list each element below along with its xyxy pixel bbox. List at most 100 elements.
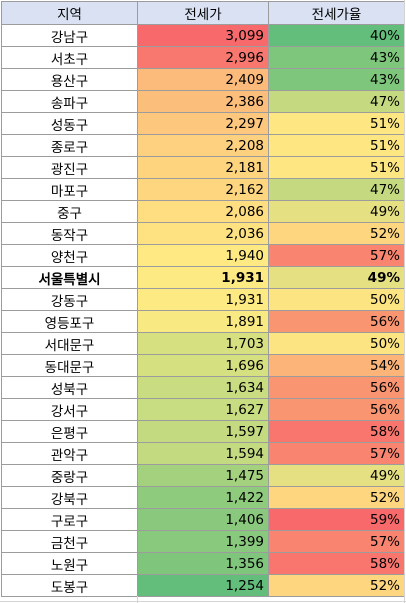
table-row: 마포구 2,162 47% (1, 178, 405, 201)
ratio-cell[interactable]: 40% (268, 24, 405, 47)
table-row: 종로구 2,208 51% (1, 134, 405, 157)
table-row: 서울특별시 1,931 49% (1, 266, 405, 289)
ratio-cell[interactable]: 58% (268, 552, 405, 575)
region-cell[interactable]: 성동구 (1, 112, 138, 135)
price-cell[interactable]: 2,297 (137, 112, 269, 135)
region-cell[interactable]: 동작구 (1, 222, 138, 245)
table-row: 강북구 1,422 52% (1, 486, 405, 509)
price-cell[interactable]: 1,931 (137, 266, 269, 289)
price-cell[interactable]: 1,891 (137, 310, 269, 333)
price-cell[interactable]: 2,181 (137, 156, 269, 179)
table-row: 구로구 1,406 59% (1, 508, 405, 531)
region-cell[interactable]: 서울특별시 (1, 266, 138, 289)
ratio-cell[interactable]: 50% (268, 288, 405, 311)
price-cell[interactable]: 1,627 (137, 398, 269, 421)
region-cell[interactable]: 강서구 (1, 398, 138, 421)
ratio-cell[interactable]: 56% (268, 398, 405, 421)
region-cell[interactable]: 서초구 (1, 46, 138, 69)
price-cell[interactable]: 2,409 (137, 68, 269, 91)
ratio-cell[interactable]: 57% (268, 244, 405, 267)
header-row: 지역 전세가 전세가율 (1, 1, 405, 25)
table-row: 서초구 2,996 43% (1, 46, 405, 69)
header-cell-region[interactable]: 지역 (1, 1, 138, 25)
price-cell[interactable]: 3,099 (137, 24, 269, 47)
table-row: 송파구 2,386 47% (1, 90, 405, 113)
price-cell[interactable]: 2,162 (137, 178, 269, 201)
region-cell[interactable]: 양천구 (1, 244, 138, 267)
region-cell[interactable]: 종로구 (1, 134, 138, 157)
ratio-cell[interactable]: 49% (268, 266, 405, 289)
region-cell[interactable]: 강북구 (1, 486, 138, 509)
table-row: 용산구 2,409 43% (1, 68, 405, 91)
ratio-cell[interactable]: 51% (268, 134, 405, 157)
table-row: 영등포구 1,891 56% (1, 310, 405, 333)
ratio-cell[interactable]: 47% (268, 90, 405, 113)
region-cell[interactable]: 노원구 (1, 552, 138, 575)
region-cell[interactable]: 강남구 (1, 24, 138, 47)
table-row: 광진구 2,181 51% (1, 156, 405, 179)
ratio-cell[interactable]: 52% (268, 574, 405, 597)
ratio-cell[interactable]: 47% (268, 178, 405, 201)
price-cell[interactable]: 1,254 (137, 574, 269, 597)
region-cell[interactable]: 도봉구 (1, 574, 138, 597)
region-cell[interactable]: 동대문구 (1, 354, 138, 377)
region-cell[interactable]: 구로구 (1, 508, 138, 531)
ratio-cell[interactable]: 54% (268, 354, 405, 377)
price-cell[interactable]: 1,931 (137, 288, 269, 311)
header-cell-price[interactable]: 전세가 (137, 1, 269, 25)
price-cell[interactable]: 1,422 (137, 486, 269, 509)
table-row: 관악구 1,594 57% (1, 442, 405, 465)
price-cell[interactable]: 2,036 (137, 222, 269, 245)
region-cell[interactable]: 금천구 (1, 530, 138, 553)
price-cell[interactable]: 1,703 (137, 332, 269, 355)
ratio-cell[interactable]: 43% (268, 68, 405, 91)
region-cell[interactable]: 마포구 (1, 178, 138, 201)
ratio-cell[interactable]: 56% (268, 310, 405, 333)
ratio-cell[interactable]: 59% (268, 508, 405, 531)
region-cell[interactable]: 영등포구 (1, 310, 138, 333)
region-cell[interactable]: 중구 (1, 200, 138, 223)
table-row: 강동구 1,931 50% (1, 288, 405, 311)
ratio-cell[interactable]: 51% (268, 156, 405, 179)
table-row: 동대문구 1,696 54% (1, 354, 405, 377)
region-cell[interactable]: 서대문구 (1, 332, 138, 355)
price-cell[interactable]: 2,208 (137, 134, 269, 157)
ratio-cell[interactable]: 58% (268, 420, 405, 443)
region-cell[interactable]: 관악구 (1, 442, 138, 465)
ratio-cell[interactable]: 51% (268, 112, 405, 135)
price-cell[interactable]: 1,356 (137, 552, 269, 575)
table-row: 동작구 2,036 52% (1, 222, 405, 245)
ratio-cell[interactable]: 49% (268, 464, 405, 487)
price-cell[interactable]: 1,597 (137, 420, 269, 443)
price-cell[interactable]: 1,696 (137, 354, 269, 377)
price-cell[interactable]: 1,594 (137, 442, 269, 465)
region-cell[interactable]: 성북구 (1, 376, 138, 399)
ratio-cell[interactable]: 49% (268, 200, 405, 223)
ratio-cell[interactable]: 57% (268, 442, 405, 465)
ratio-cell[interactable]: 57% (268, 530, 405, 553)
region-cell[interactable]: 중랑구 (1, 464, 138, 487)
ratio-cell[interactable]: 43% (268, 46, 405, 69)
region-cell[interactable]: 광진구 (1, 156, 138, 179)
table-row: 서대문구 1,703 50% (1, 332, 405, 355)
table-row: 금천구 1,399 57% (1, 530, 405, 553)
price-cell[interactable]: 1,634 (137, 376, 269, 399)
header-cell-ratio[interactable]: 전세가율 (268, 1, 405, 25)
region-cell[interactable]: 강동구 (1, 288, 138, 311)
region-cell[interactable]: 송파구 (1, 90, 138, 113)
ratio-cell[interactable]: 52% (268, 222, 405, 245)
price-cell[interactable]: 1,406 (137, 508, 269, 531)
price-cell[interactable]: 1,475 (137, 464, 269, 487)
price-cell[interactable]: 2,386 (137, 90, 269, 113)
ratio-cell[interactable]: 52% (268, 486, 405, 509)
table-row: 중구 2,086 49% (1, 200, 405, 223)
price-cell[interactable]: 1,399 (137, 530, 269, 553)
ratio-cell[interactable]: 50% (268, 332, 405, 355)
price-cell[interactable]: 1,940 (137, 244, 269, 267)
table-row: 중랑구 1,475 49% (1, 464, 405, 487)
price-cell[interactable]: 2,996 (137, 46, 269, 69)
region-cell[interactable]: 용산구 (1, 68, 138, 91)
ratio-cell[interactable]: 56% (268, 376, 405, 399)
region-cell[interactable]: 은평구 (1, 420, 138, 443)
price-cell[interactable]: 2,086 (137, 200, 269, 223)
